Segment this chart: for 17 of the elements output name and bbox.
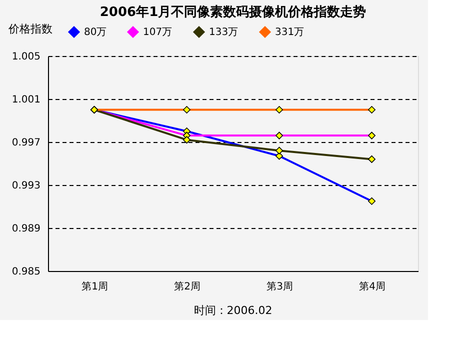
x-tick-label: 第4周 [359, 280, 386, 292]
legend-label: 80万 [84, 27, 107, 38]
x-tick-label: 第1周 [82, 280, 108, 292]
y-axis-title: 价格指数 [8, 22, 52, 36]
legend-label: 331万 [275, 27, 304, 38]
chart-title: 2006年1月不同像素数码摄像机价格指数走势 [100, 4, 366, 20]
y-tick-label: 1.001 [12, 94, 40, 106]
y-tick-label: 0.985 [12, 266, 40, 278]
x-tick-label: 第2周 [174, 280, 200, 292]
text: 时间：2006.02 [194, 304, 272, 317]
y-tick-label: 0.993 [12, 180, 40, 192]
y-tick-label: 1.005 [12, 52, 40, 62]
legend-label: 107万 [143, 27, 172, 38]
legend-label: 133万 [209, 27, 238, 38]
y-tick-label: 0.989 [12, 224, 40, 234]
y-tick-label: 0.997 [12, 138, 40, 148]
x-tick-label: 第3周 [266, 280, 293, 292]
